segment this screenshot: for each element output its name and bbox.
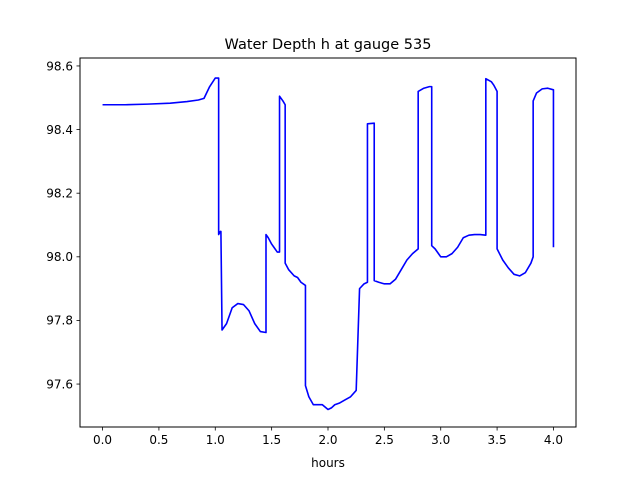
x-tick-label: 0.0 [93, 433, 112, 447]
x-tick-label: 3.5 [488, 433, 507, 447]
x-tick-label: 1.5 [262, 433, 281, 447]
y-tick-label: 98.2 [46, 186, 73, 200]
y-tick-label: 97.8 [46, 314, 73, 328]
x-tick-label: 2.5 [375, 433, 394, 447]
chart-title: Water Depth h at gauge 535 [225, 37, 432, 53]
y-tick-label: 98.6 [46, 59, 73, 73]
x-axis-label: hours [311, 456, 345, 470]
y-axis: 97.6 97.8 98.0 98.2 98.4 98.6 [46, 59, 80, 391]
plot-area [102, 77, 555, 411]
x-tick-label: 3.0 [431, 433, 450, 447]
x-tick-label: 2.0 [318, 433, 337, 447]
x-axis: 0.0 0.5 1.0 1.5 2.0 2.5 3.0 3.5 4.0 [93, 427, 563, 447]
y-tick-label: 98.0 [46, 250, 73, 264]
x-tick-label: 0.5 [149, 433, 168, 447]
y-tick-label: 97.6 [46, 377, 73, 391]
series-line [102, 77, 555, 411]
x-tick-label: 1.0 [206, 433, 225, 447]
x-tick-label: 4.0 [544, 433, 563, 447]
y-tick-label: 98.4 [46, 123, 73, 137]
